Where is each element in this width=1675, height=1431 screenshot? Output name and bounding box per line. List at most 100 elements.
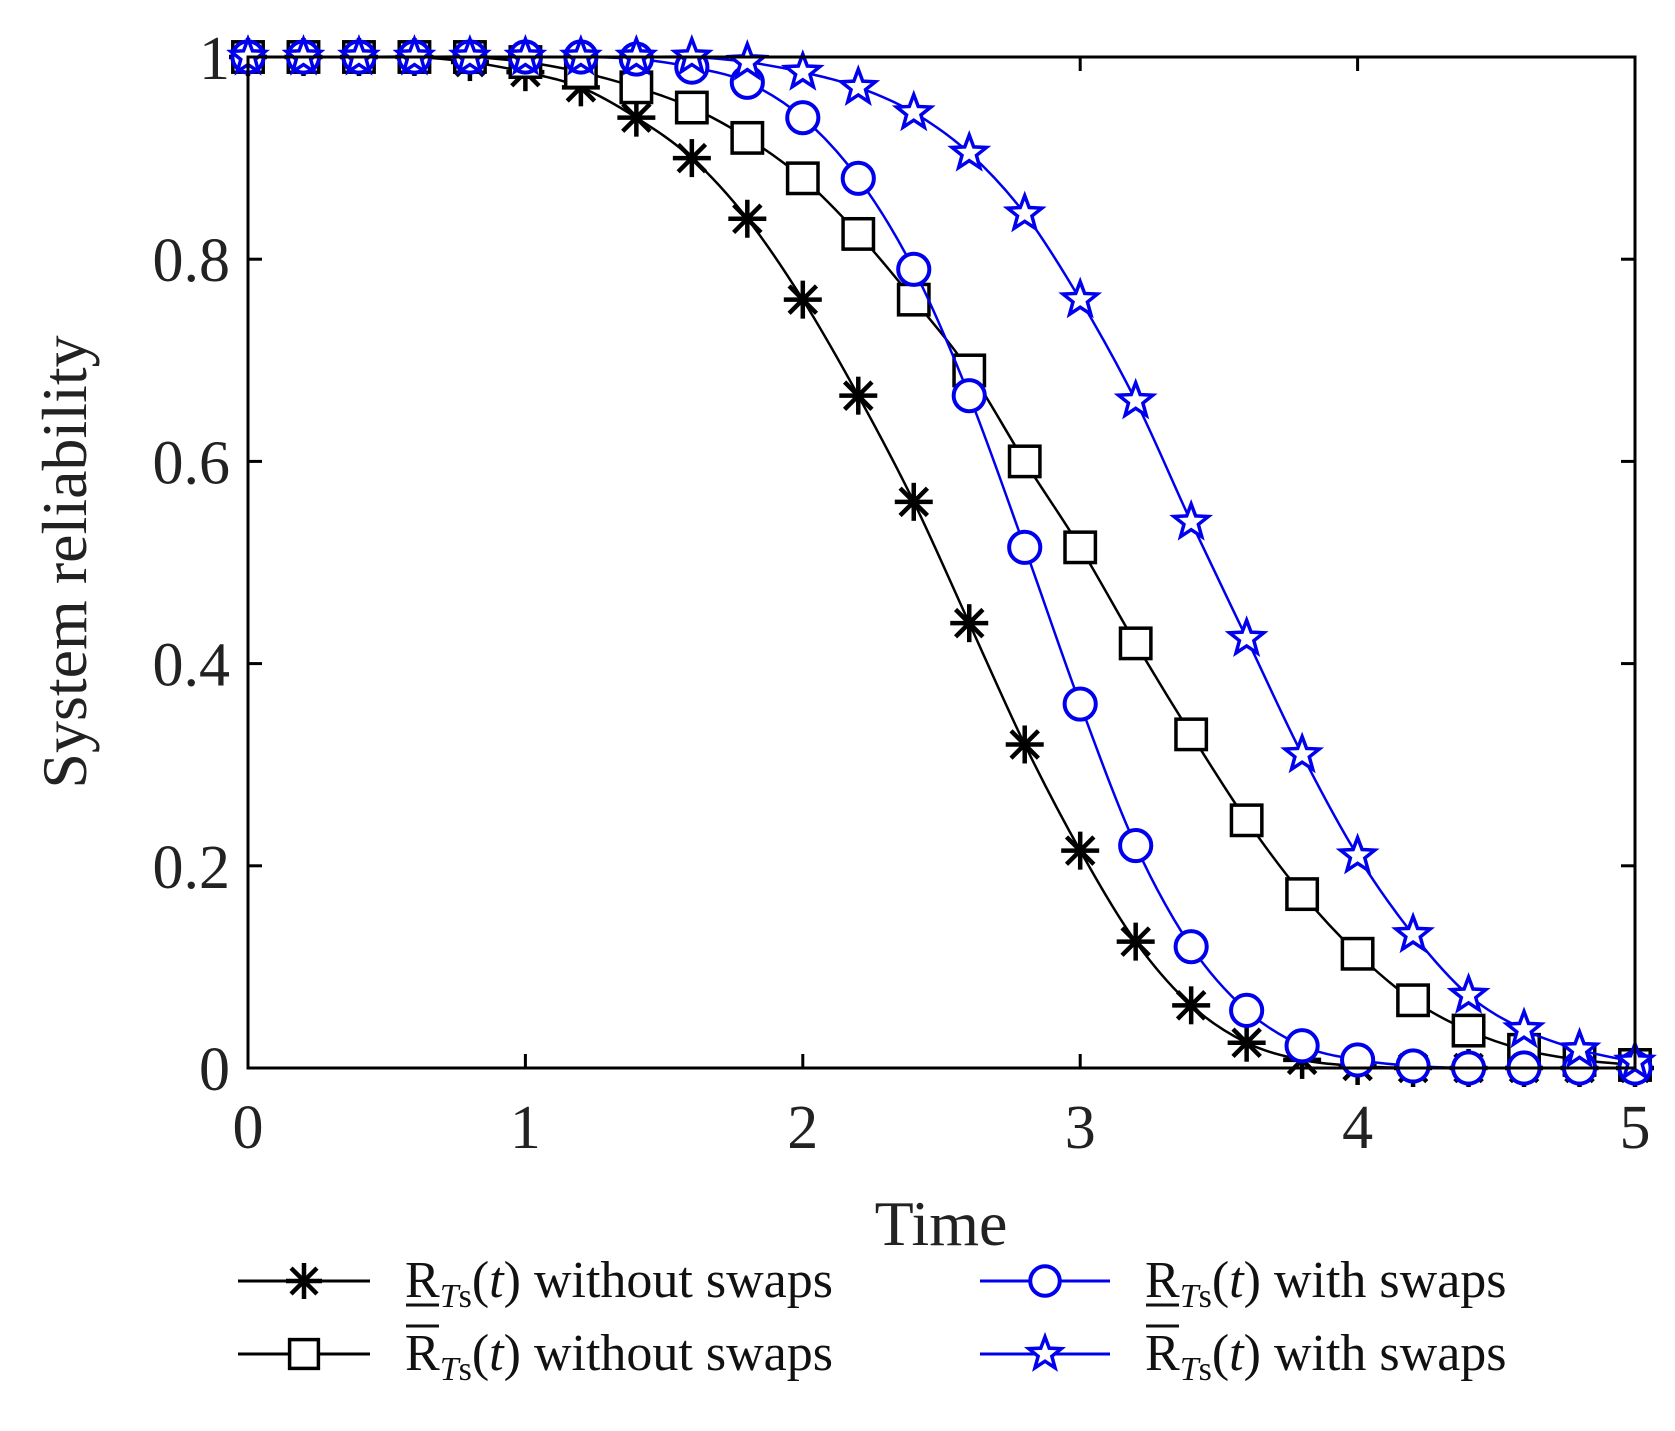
legend-label-variable: t	[489, 1252, 505, 1309]
data-point-circle	[951, 378, 987, 414]
data-point-star	[836, 64, 881, 106]
y-tick-label: 0.6	[153, 429, 231, 497]
legend-label-paren-close: )	[1244, 1325, 1261, 1382]
x-axis-title: Time	[875, 1188, 1008, 1259]
legend-label-subscript: T	[440, 1278, 461, 1315]
y-axis-title: System reliability	[29, 335, 100, 788]
data-point-square	[1063, 530, 1098, 565]
legend-label: RTs(t) with swaps	[1145, 1325, 1507, 1388]
legend-marker-square	[287, 1337, 321, 1371]
data-point-star	[1335, 832, 1380, 875]
legend: RTs(t) without swaps RTs(t) with swapsRTs…	[238, 1252, 1507, 1388]
data-point-circle	[1395, 1048, 1431, 1084]
legend-item-3: RTs(t) with swaps	[980, 1252, 1507, 1315]
data-point-square	[619, 70, 654, 105]
data-point-circle	[1340, 1042, 1376, 1078]
y-tick-label: 0	[199, 1036, 230, 1104]
y-tick-label: 0.2	[153, 834, 231, 902]
x-tick-label: 4	[1342, 1094, 1373, 1162]
data-point-star	[281, 33, 326, 76]
data-point-star	[392, 33, 437, 76]
data-point-star	[891, 89, 936, 132]
data-point-star	[1224, 615, 1269, 657]
legend-label-subscript-2: s	[1199, 1278, 1212, 1315]
legend-label-subscript-2: s	[459, 1278, 472, 1315]
data-point-asterisk	[672, 139, 711, 178]
data-point-star	[1446, 972, 1491, 1014]
data-point-star	[614, 33, 659, 76]
data-point-star	[337, 33, 381, 76]
legend-label: RTs(t) with swaps	[1145, 1252, 1507, 1315]
data-point-star	[558, 33, 603, 76]
series-4	[226, 33, 1657, 1081]
data-point-square	[1340, 936, 1375, 971]
x-tick-label: 5	[1620, 1094, 1651, 1162]
data-point-asterisk	[894, 482, 933, 521]
legend-label-subscript: T	[440, 1351, 461, 1388]
legend-label-base: R	[405, 1252, 440, 1309]
x-tick-label: 0	[233, 1094, 264, 1162]
legend-item-1: RTs(t) without swaps	[238, 1252, 833, 1315]
data-point-asterisk	[1116, 922, 1155, 961]
y-tick-label: 0.4	[153, 632, 231, 700]
legend-label-variable: t	[489, 1325, 505, 1382]
data-point-circle	[1118, 828, 1154, 864]
legend-item-4: RTs(t) with swaps	[980, 1324, 1507, 1388]
legend-label-text: without swaps	[521, 1325, 833, 1382]
data-point-star	[1058, 276, 1103, 319]
legend-label-text: without swaps	[521, 1252, 833, 1309]
legend-label-paren-open: (	[1212, 1252, 1229, 1309]
data-point-square	[1396, 983, 1431, 1018]
data-point-star	[1391, 911, 1435, 954]
data-point-circle	[840, 160, 876, 196]
legend-label-variable: t	[1229, 1252, 1245, 1309]
y-tick-label: 0.8	[153, 227, 231, 295]
data-point-star	[503, 33, 548, 76]
data-point-asterisk	[1227, 1023, 1266, 1062]
legend-label-subscript: T	[1180, 1278, 1201, 1315]
legend-marker-circle	[1028, 1264, 1062, 1298]
data-point-star	[780, 49, 825, 91]
data-point-square	[1229, 803, 1264, 838]
data-point-square	[1007, 444, 1042, 479]
legend-label-subscript-2: s	[459, 1351, 472, 1388]
data-point-asterisk	[728, 199, 767, 238]
x-tick-label: 2	[787, 1094, 818, 1162]
series-1	[229, 38, 1654, 1087]
data-point-star	[1280, 731, 1325, 774]
data-point-star	[1502, 1006, 1546, 1049]
data-point-star	[1002, 190, 1047, 233]
data-point-star	[1557, 1026, 1602, 1069]
data-point-square	[1285, 877, 1320, 912]
data-point-square	[841, 216, 876, 251]
data-point-circle	[1284, 1028, 1320, 1064]
data-point-asterisk	[950, 604, 989, 643]
data-point-square	[785, 161, 820, 196]
data-point-star	[669, 33, 714, 76]
legend-item-2: RTs(t) without swaps	[238, 1324, 833, 1388]
data-point-circle	[896, 251, 932, 287]
legend-label-base: R	[1145, 1252, 1180, 1309]
data-point-square	[1118, 626, 1153, 661]
legend-label-subscript-2: s	[1199, 1351, 1212, 1388]
legend-label-paren-close: )	[504, 1325, 521, 1382]
legend-marker-star	[1024, 1331, 1066, 1372]
legend-label: RTs(t) without swaps	[405, 1325, 833, 1388]
legend-label-paren-open: (	[472, 1252, 489, 1309]
data-point-star	[947, 130, 992, 172]
data-point-circle	[1173, 929, 1209, 965]
legend-label-paren-close: )	[1244, 1252, 1261, 1309]
data-point-circle	[1229, 992, 1265, 1028]
data-point-square	[1451, 1013, 1486, 1048]
data-point-square	[674, 90, 709, 125]
legend-label-subscript: T	[1180, 1351, 1201, 1388]
data-point-asterisk	[783, 280, 822, 319]
plot-frame	[246, 55, 1637, 1070]
data-point-asterisk	[617, 98, 656, 137]
data-point-star	[1169, 499, 1214, 541]
data-point-asterisk	[1005, 725, 1044, 764]
data-point-square	[730, 120, 765, 155]
axes: 0 1 2 3 4 5 0 0.2 0.4 0.6 0.8 1	[153, 25, 1651, 1162]
